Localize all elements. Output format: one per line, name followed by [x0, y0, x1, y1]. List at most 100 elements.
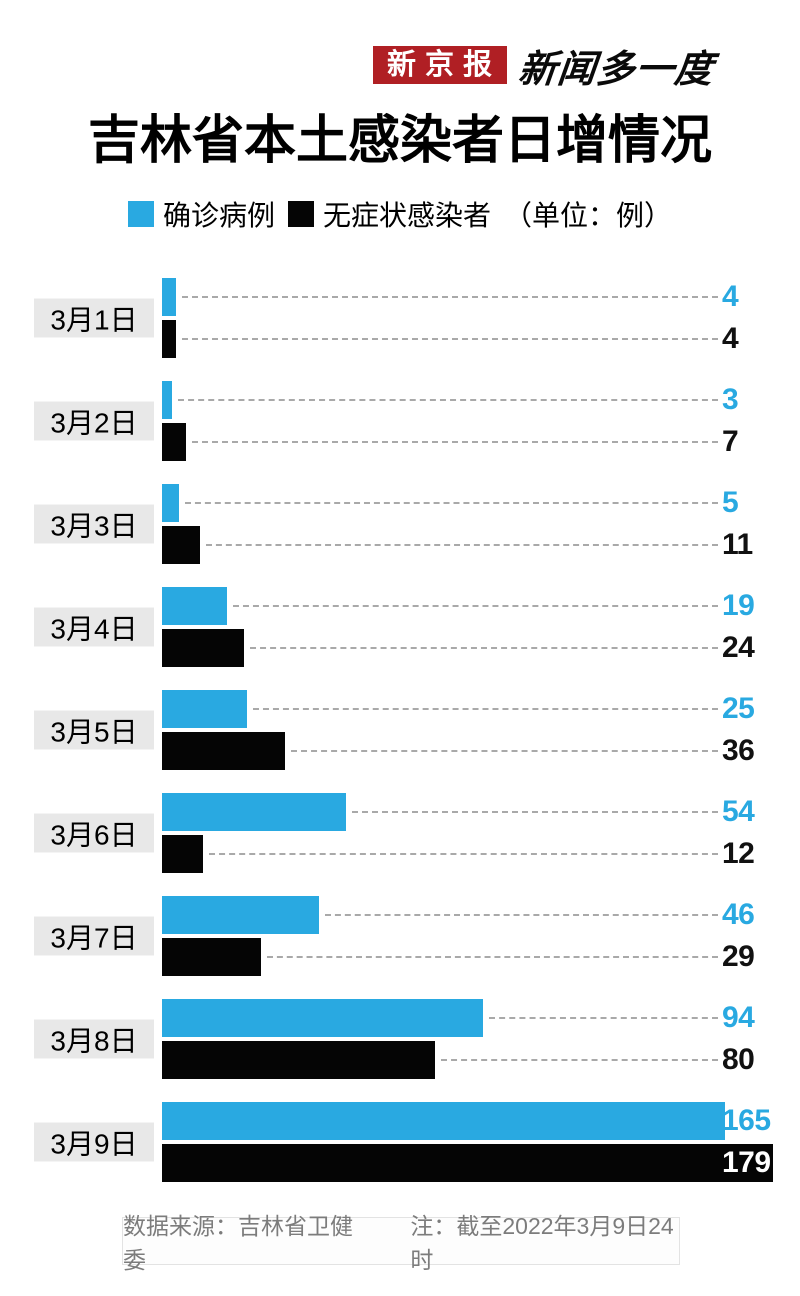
leader-line	[182, 338, 718, 340]
confirmed-bar	[162, 278, 176, 316]
date-label: 3月4日	[34, 607, 154, 647]
leader-line	[352, 811, 718, 813]
brand-badge: 新京报	[372, 46, 507, 84]
asymptomatic-bar-row: 11	[162, 526, 800, 564]
confirmed-bar-row: 165	[162, 1102, 800, 1140]
confirmed-bar	[162, 484, 179, 522]
asymptomatic-bar-row: 80	[162, 1041, 800, 1079]
leader-line	[206, 544, 718, 546]
asymptomatic-bar	[162, 629, 244, 667]
confirmed-bar	[162, 690, 247, 728]
confirmed-bar-row: 25	[162, 690, 800, 728]
value-label-confirmed: 4	[722, 280, 739, 313]
legend-item-asymptomatic: 无症状感染者	[287, 194, 491, 234]
asymptomatic-bar	[162, 938, 261, 976]
leader-line	[253, 708, 718, 710]
asymptomatic-bar	[162, 320, 176, 358]
confirmed-bar-row: 54	[162, 793, 800, 831]
leader-line	[233, 605, 718, 607]
leader-line	[267, 956, 718, 958]
leader-line	[489, 1017, 718, 1019]
brand-tagline: 新闻多一度	[516, 48, 716, 91]
chart-row: 3月5日 25 36	[0, 690, 800, 770]
confirmed-bar	[162, 1102, 725, 1140]
confirmed-bar-row: 3	[162, 381, 800, 419]
date-label: 3月3日	[34, 504, 154, 544]
value-label-asymptomatic: 80	[722, 1043, 755, 1076]
value-label-asymptomatic: 7	[722, 425, 739, 458]
leader-line	[325, 914, 718, 916]
confirmed-bar	[162, 587, 227, 625]
asymptomatic-bar-row: 36	[162, 732, 800, 770]
value-label-asymptomatic: 36	[722, 734, 755, 767]
asymptomatic-bar-row: 24	[162, 629, 800, 667]
confirmed-swatch-icon	[127, 201, 154, 227]
confirmed-bar-row: 4	[162, 278, 800, 316]
asymptomatic-bar-row: 179	[162, 1144, 800, 1182]
leader-line	[192, 441, 718, 443]
confirmed-bar-row: 19	[162, 587, 800, 625]
date-label: 3月9日	[34, 1122, 154, 1162]
date-label: 3月1日	[34, 298, 154, 338]
confirmed-bar	[162, 999, 483, 1037]
footer-note-box: 数据来源：吉林省卫健委 注：截至2022年3月9日24时	[122, 1213, 680, 1273]
page-title: 吉林省本土感染者日增情况	[87, 112, 712, 170]
value-label-asymptomatic: 24	[722, 631, 755, 664]
value-label-confirmed: 54	[722, 795, 755, 828]
date-label: 3月6日	[34, 813, 154, 853]
leader-line	[209, 853, 718, 855]
leader-line	[185, 502, 718, 504]
value-label-asymptomatic: 11	[722, 528, 753, 561]
chart-row: 3月4日 19 24	[0, 587, 800, 667]
chart-row: 3月7日 46 29	[0, 896, 800, 976]
chart-row: 3月6日 54 12	[0, 793, 800, 873]
confirmed-bar-row: 5	[162, 484, 800, 522]
value-label-asymptomatic: 4	[722, 322, 739, 355]
value-label-asymptomatic: 12	[722, 837, 755, 870]
confirmed-bar	[162, 896, 319, 934]
chart-row: 3月1日 4 4	[0, 278, 800, 358]
asymptomatic-swatch-icon	[287, 201, 314, 227]
asymptomatic-bar	[162, 1144, 773, 1182]
leader-line	[250, 647, 718, 649]
footer-note: 注：截至2022年3月9日24时	[410, 1213, 674, 1273]
value-label-confirmed: 5	[722, 486, 739, 519]
confirmed-bar-row: 46	[162, 896, 800, 934]
asymptomatic-bar	[162, 526, 200, 564]
date-label: 3月7日	[34, 916, 154, 956]
confirmed-bar	[162, 381, 172, 419]
leader-line	[182, 296, 718, 298]
value-label-confirmed: 19	[722, 589, 755, 622]
header: 新京报 新闻多一度	[0, 45, 716, 91]
leader-line	[441, 1059, 718, 1061]
asymptomatic-bar	[162, 835, 203, 873]
date-label: 3月2日	[34, 401, 154, 441]
legend-label-asymptomatic: 无症状感染者	[322, 200, 491, 231]
asymptomatic-bar-row: 12	[162, 835, 800, 873]
date-label: 3月5日	[34, 710, 154, 750]
leader-line	[291, 750, 718, 752]
chart-row: 3月9日 165 179	[0, 1102, 800, 1182]
asymptomatic-bar-row: 29	[162, 938, 800, 976]
leader-line	[178, 399, 718, 401]
value-label-asymptomatic: 179	[722, 1146, 771, 1179]
value-label-confirmed: 46	[722, 898, 755, 931]
value-label-confirmed: 3	[722, 383, 739, 416]
value-label-confirmed: 94	[722, 1001, 755, 1034]
chart-row: 3月2日 3 7	[0, 381, 800, 461]
value-label-asymptomatic: 29	[722, 940, 755, 973]
chart: 3月1日 4 4 3月2日 3 7 3月3日 5 11 3月4日 19 24 3月5日 25 36 3月6日 5…	[0, 278, 800, 1205]
legend-unit: （单位：例）	[504, 200, 673, 231]
value-label-confirmed: 25	[722, 692, 755, 725]
value-label-confirmed: 165	[722, 1104, 771, 1137]
asymptomatic-bar-row: 7	[162, 423, 800, 461]
asymptomatic-bar-row: 4	[162, 320, 800, 358]
legend-item-confirmed: 确诊病例	[127, 194, 275, 234]
footer-source: 数据来源：吉林省卫健委	[123, 1213, 353, 1273]
confirmed-bar-row: 94	[162, 999, 800, 1037]
asymptomatic-bar	[162, 1041, 435, 1079]
asymptomatic-bar	[162, 732, 285, 770]
date-label: 3月8日	[34, 1019, 154, 1059]
asymptomatic-bar	[162, 423, 186, 461]
